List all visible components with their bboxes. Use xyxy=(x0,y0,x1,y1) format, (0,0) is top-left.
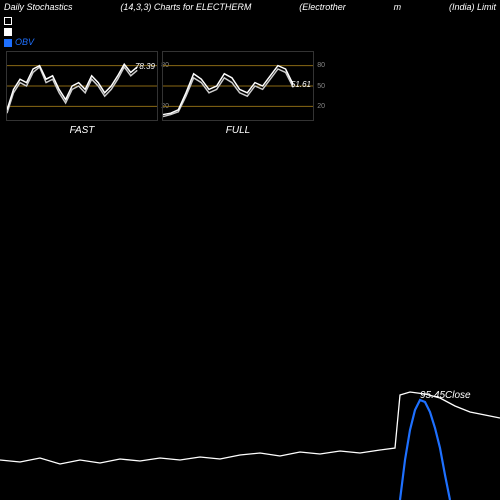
mini-labels: FAST FULL xyxy=(0,123,500,136)
fast-k-label: Fast_K xyxy=(15,26,44,37)
full-value: 51.61 xyxy=(291,80,311,89)
close-text: Close xyxy=(445,390,471,401)
exchange-text: (India) Limit xyxy=(449,2,496,12)
legend-slow-d: Slow_D xyxy=(4,15,496,26)
fast-chart: 78.39 80 20 xyxy=(6,51,158,121)
full-axis-80: 80 xyxy=(317,62,325,69)
full-label: FULL xyxy=(162,125,314,136)
close-label: 95.45Close xyxy=(420,390,471,401)
full-axis-50: 50 xyxy=(317,83,325,90)
fast-label: FAST xyxy=(6,125,158,136)
fast-k-swatch xyxy=(4,28,12,36)
main-chart: 95.45Close xyxy=(0,300,500,500)
fast-value: 78.39 xyxy=(135,62,155,71)
close-value: 95.45 xyxy=(420,390,445,401)
chart-header: Daily Stochastics (14,3,3) Charts for EL… xyxy=(0,0,500,14)
title-text: Daily Stochastics xyxy=(4,2,73,12)
unit-text: m xyxy=(394,2,402,12)
chart-legend: Slow_D Fast_K OBV xyxy=(0,14,500,49)
slow-d-label: Slow_D xyxy=(15,15,46,26)
legend-obv: OBV xyxy=(4,37,496,48)
obv-label: OBV xyxy=(15,37,34,48)
slow-d-swatch xyxy=(4,17,12,25)
mini-charts-row: 78.39 80 20 51.61 80 50 20 xyxy=(0,49,500,123)
params-text: (14,3,3) Charts for ELECTHERM xyxy=(120,2,251,12)
legend-fast-k: Fast_K xyxy=(4,26,496,37)
company-text: (Electrother xyxy=(299,2,346,12)
obv-swatch xyxy=(4,39,12,47)
full-axis-20: 20 xyxy=(317,103,325,110)
full-chart: 51.61 80 50 20 xyxy=(162,51,314,121)
